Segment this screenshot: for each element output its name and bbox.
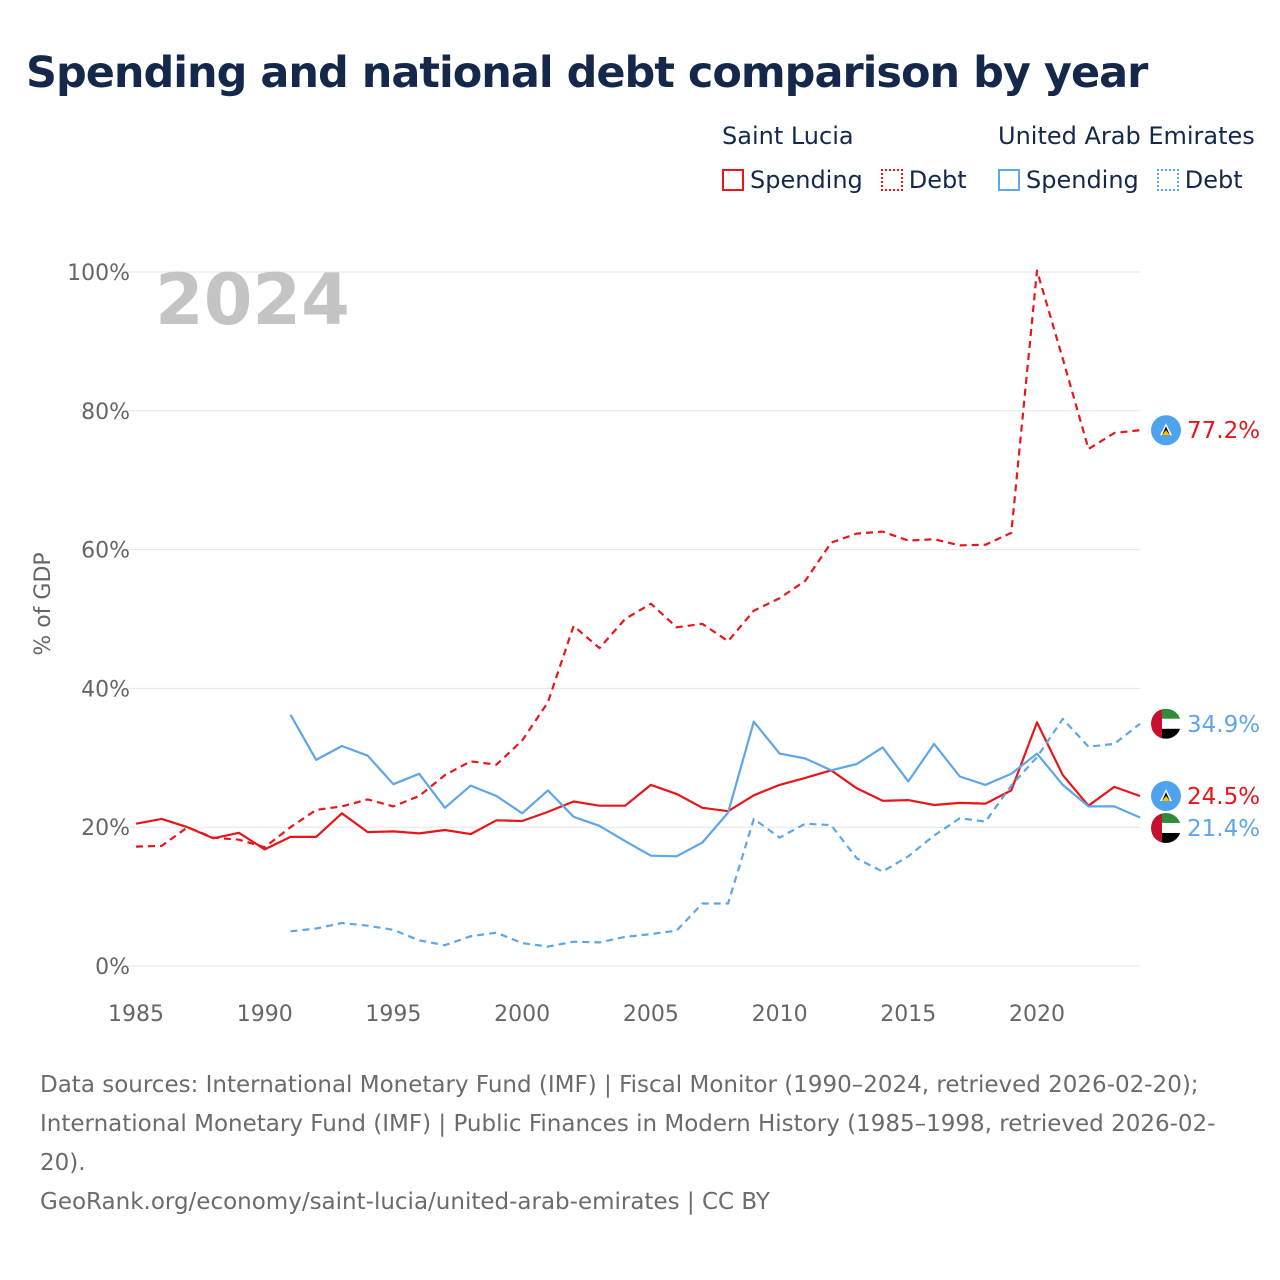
flag-stripe-white (1151, 822, 1181, 833)
end-value-label: 24.5% (1187, 784, 1260, 810)
end-value-label: 21.4% (1187, 816, 1260, 842)
legend-heading-saint-lucia: Saint Lucia (722, 122, 854, 150)
y-tick-label: 100% (67, 261, 130, 286)
flag-stripe-green (1151, 812, 1181, 823)
year-watermark: 2024 (155, 259, 350, 341)
y-tick-label: 0% (95, 955, 130, 980)
legend-swatch-dotted (1156, 169, 1179, 191)
end-value-label: 34.9% (1187, 712, 1260, 738)
end-marker-united-arab-emirates-spending (1151, 812, 1181, 843)
x-tick-label: 2010 (752, 1002, 808, 1027)
chart-title: Spending and national debt comparison by… (26, 48, 1148, 98)
data-sources: Data sources: International Monetary Fun… (40, 1072, 1216, 1176)
y-tick-label: 60% (81, 539, 130, 564)
series-line-saint-lucia-debt (135, 269, 1141, 849)
legend-swatch-dotted (880, 169, 903, 191)
flag-band-red (1151, 812, 1162, 843)
y-tick-label: 40% (81, 677, 130, 702)
flag-stripe-green (1151, 708, 1181, 719)
legend-item-uae-debt[interactable]: Debt (1156, 166, 1243, 194)
end-marker-saint-lucia-debt (1151, 415, 1181, 446)
y-tick-label: 20% (81, 816, 130, 841)
x-tick-label: 2000 (494, 1002, 550, 1027)
legend-item-uae-spending[interactable]: Spending (998, 166, 1139, 194)
credit-link[interactable]: GeoRank.org/economy/saint-lucia/united-a… (40, 1189, 770, 1215)
uae-flag-icon (1151, 812, 1181, 843)
x-tick-label: 2015 (880, 1002, 936, 1027)
end-marker-saint-lucia-spending (1151, 780, 1181, 811)
legend-item-saint-lucia-spending[interactable]: Spending (722, 166, 863, 194)
footer: Data sources: International Monetary Fun… (40, 1066, 1240, 1222)
legend-swatch-solid (998, 169, 1020, 191)
end-marker-united-arab-emirates-debt (1151, 708, 1181, 739)
flag-stripe-black (1151, 832, 1181, 843)
series-line-united-arab-emirates-debt (290, 717, 1141, 948)
flag-triangle-gold (1162, 795, 1170, 801)
x-tick-label: 2005 (623, 1002, 679, 1027)
series-line-united-arab-emirates-spending (289, 714, 1141, 858)
series-line-saint-lucia-spending (135, 721, 1141, 851)
x-tick-label: 1995 (365, 1002, 421, 1027)
end-value-label: 77.2% (1187, 418, 1260, 444)
legend-item-saint-lucia-debt[interactable]: Debt (880, 166, 967, 194)
y-tick-label: 80% (81, 400, 130, 425)
x-tick-label: 1990 (237, 1002, 293, 1027)
flag-band-red (1151, 708, 1162, 739)
flag-stripe-white (1151, 718, 1181, 729)
x-tick-label: 1985 (108, 1002, 164, 1027)
legend-group-uae: United Arab Emirates Spending Debt (998, 122, 1261, 194)
legend-label: Spending (1026, 166, 1139, 194)
flag-triangle-gold (1162, 430, 1170, 436)
uae-flag-icon (1151, 708, 1181, 739)
y-axis-title: % of GDP (31, 552, 56, 655)
legend-label: Debt (908, 166, 967, 194)
flag-stripe-black (1151, 728, 1181, 739)
legend-swatch-solid (722, 169, 744, 191)
x-tick-label: 2020 (1009, 1002, 1065, 1027)
legend-label: Spending (750, 166, 863, 194)
legend-heading-uae: United Arab Emirates (998, 122, 1255, 150)
legend-label: Debt (1184, 166, 1243, 194)
legend-group-saint-lucia: Saint Lucia Spending Debt (722, 122, 985, 194)
